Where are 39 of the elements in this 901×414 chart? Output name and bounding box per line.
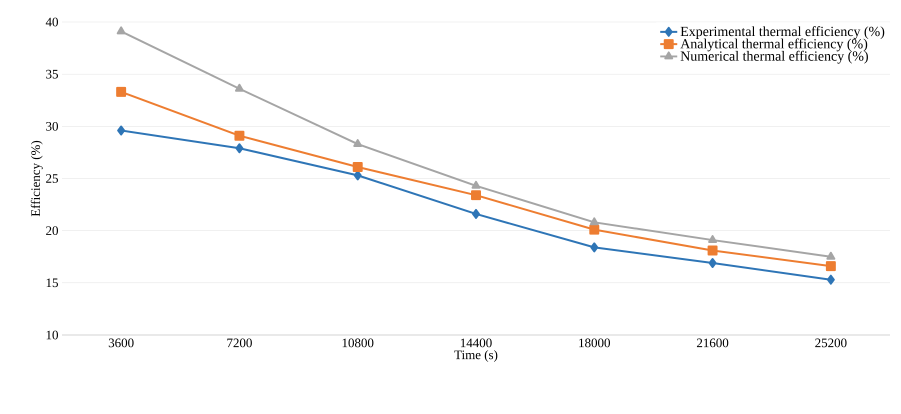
point [471,190,481,200]
point [826,274,835,285]
y-tick-label: 15 [46,278,58,288]
x-tick-label: 14400 [460,338,492,348]
point [708,258,717,268]
point [353,139,362,148]
point [590,242,598,252]
x-axis-title: Time (s) [454,350,498,362]
y-tick-label: 40 [46,18,58,26]
legend-label: Experimental thermal efficiency (%) [680,26,884,40]
point [352,162,363,172]
point [116,26,126,34]
y-tick-label: 25 [46,174,58,183]
point [589,224,600,235]
point [826,261,836,272]
point [472,180,480,189]
x-tick-label: 3600 [108,338,134,348]
x-tick-label: 7200 [227,338,252,348]
point [472,208,480,219]
x-tick-label: 10800 [342,338,374,348]
point [234,130,244,141]
x-tick-label: 18000 [579,338,610,348]
point [116,86,126,97]
y-tick-label: 10 [46,330,58,340]
point [826,252,836,260]
y-axis-title: Efficiency (%) [30,140,43,216]
point [234,84,244,92]
y-tick-label: 30 [46,122,58,131]
x-tick-label: 21600 [696,338,728,348]
point [235,143,244,154]
point [708,235,718,244]
y-tick-label: 35 [46,70,58,79]
x-tick-label: 25200 [815,338,847,348]
point [590,217,599,226]
y-tick-label: 20 [46,226,58,236]
legend-label: Numerical thermal efficiency (%) [680,50,868,64]
legend-label: Analytical thermal efficiency (%) [680,38,868,52]
point [708,246,718,256]
point [117,126,126,136]
